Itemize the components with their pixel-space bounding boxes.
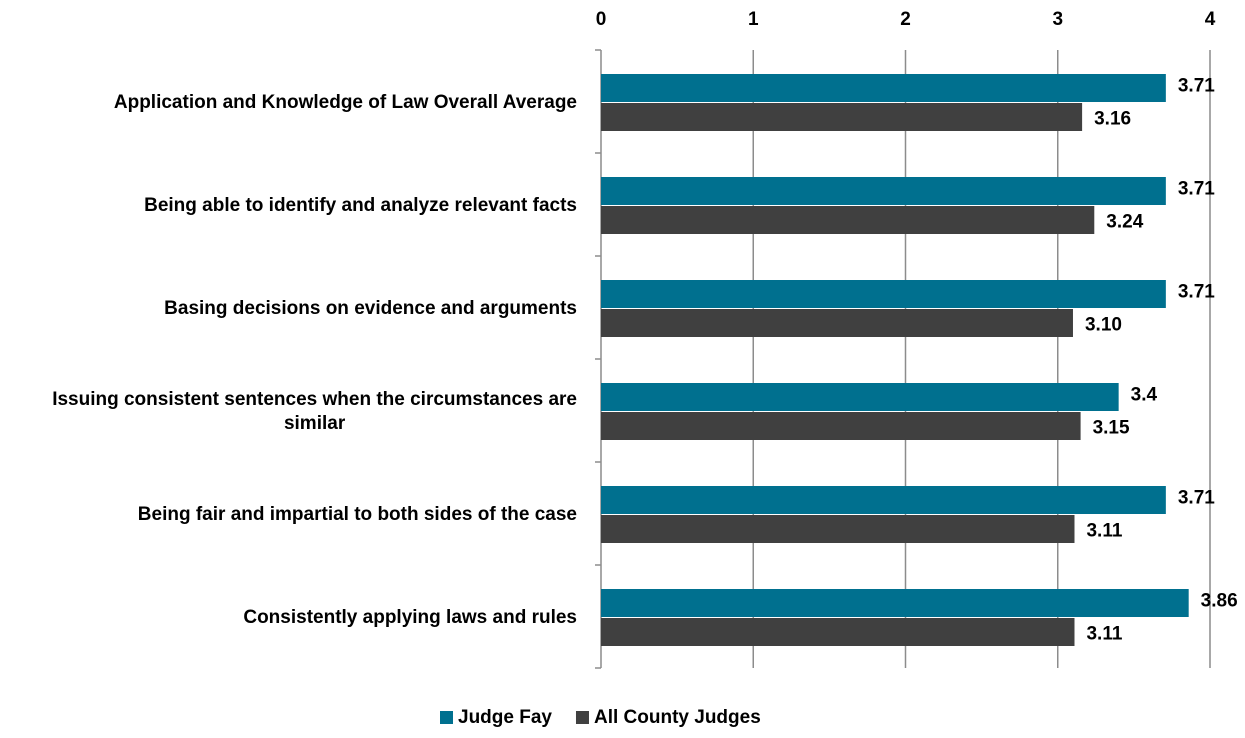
legend-label: Judge Fay bbox=[458, 707, 552, 728]
x-tick-label: 3 bbox=[1052, 9, 1063, 30]
bar bbox=[601, 280, 1166, 308]
data-label: 3.24 bbox=[1106, 212, 1143, 233]
bar bbox=[601, 206, 1095, 234]
x-tick-label: 2 bbox=[900, 9, 911, 30]
data-label: 3.11 bbox=[1086, 624, 1122, 645]
bar bbox=[601, 383, 1119, 411]
category-label: Issuing consistent sentences when the ci… bbox=[52, 389, 577, 434]
legend-swatch bbox=[575, 711, 589, 724]
legend-label: All County Judges bbox=[594, 707, 761, 728]
data-label: 3.10 bbox=[1085, 315, 1122, 336]
bar bbox=[601, 412, 1081, 440]
data-label: 3.71 bbox=[1178, 179, 1215, 200]
bar bbox=[601, 618, 1075, 646]
x-tick-label: 4 bbox=[1205, 9, 1216, 30]
bar bbox=[601, 177, 1166, 205]
data-label: 3.15 bbox=[1093, 418, 1130, 439]
x-tick-label: 0 bbox=[596, 9, 607, 30]
bar bbox=[601, 515, 1075, 543]
bar bbox=[601, 103, 1083, 131]
category-label: Being able to identify and analyze relev… bbox=[144, 195, 577, 216]
bar bbox=[601, 589, 1189, 617]
legend-swatch bbox=[440, 711, 453, 724]
data-label: 3.71 bbox=[1178, 76, 1215, 97]
bar bbox=[601, 486, 1166, 514]
data-label: 3.11 bbox=[1086, 521, 1122, 542]
data-label: 3.71 bbox=[1178, 488, 1215, 509]
x-tick-label: 1 bbox=[748, 9, 759, 30]
data-label: 3.86 bbox=[1201, 591, 1238, 612]
data-label: 3.71 bbox=[1178, 282, 1215, 303]
bar bbox=[601, 309, 1073, 337]
category-label: Being fair and impartial to both sides o… bbox=[138, 504, 577, 525]
category-label: Consistently applying laws and rules bbox=[243, 607, 577, 628]
data-label: 3.16 bbox=[1094, 109, 1131, 130]
category-label: Basing decisions on evidence and argumen… bbox=[164, 298, 577, 319]
category-label: Application and Knowledge of Law Overall… bbox=[114, 92, 577, 113]
bar bbox=[601, 74, 1166, 102]
data-label: 3.4 bbox=[1131, 385, 1158, 406]
